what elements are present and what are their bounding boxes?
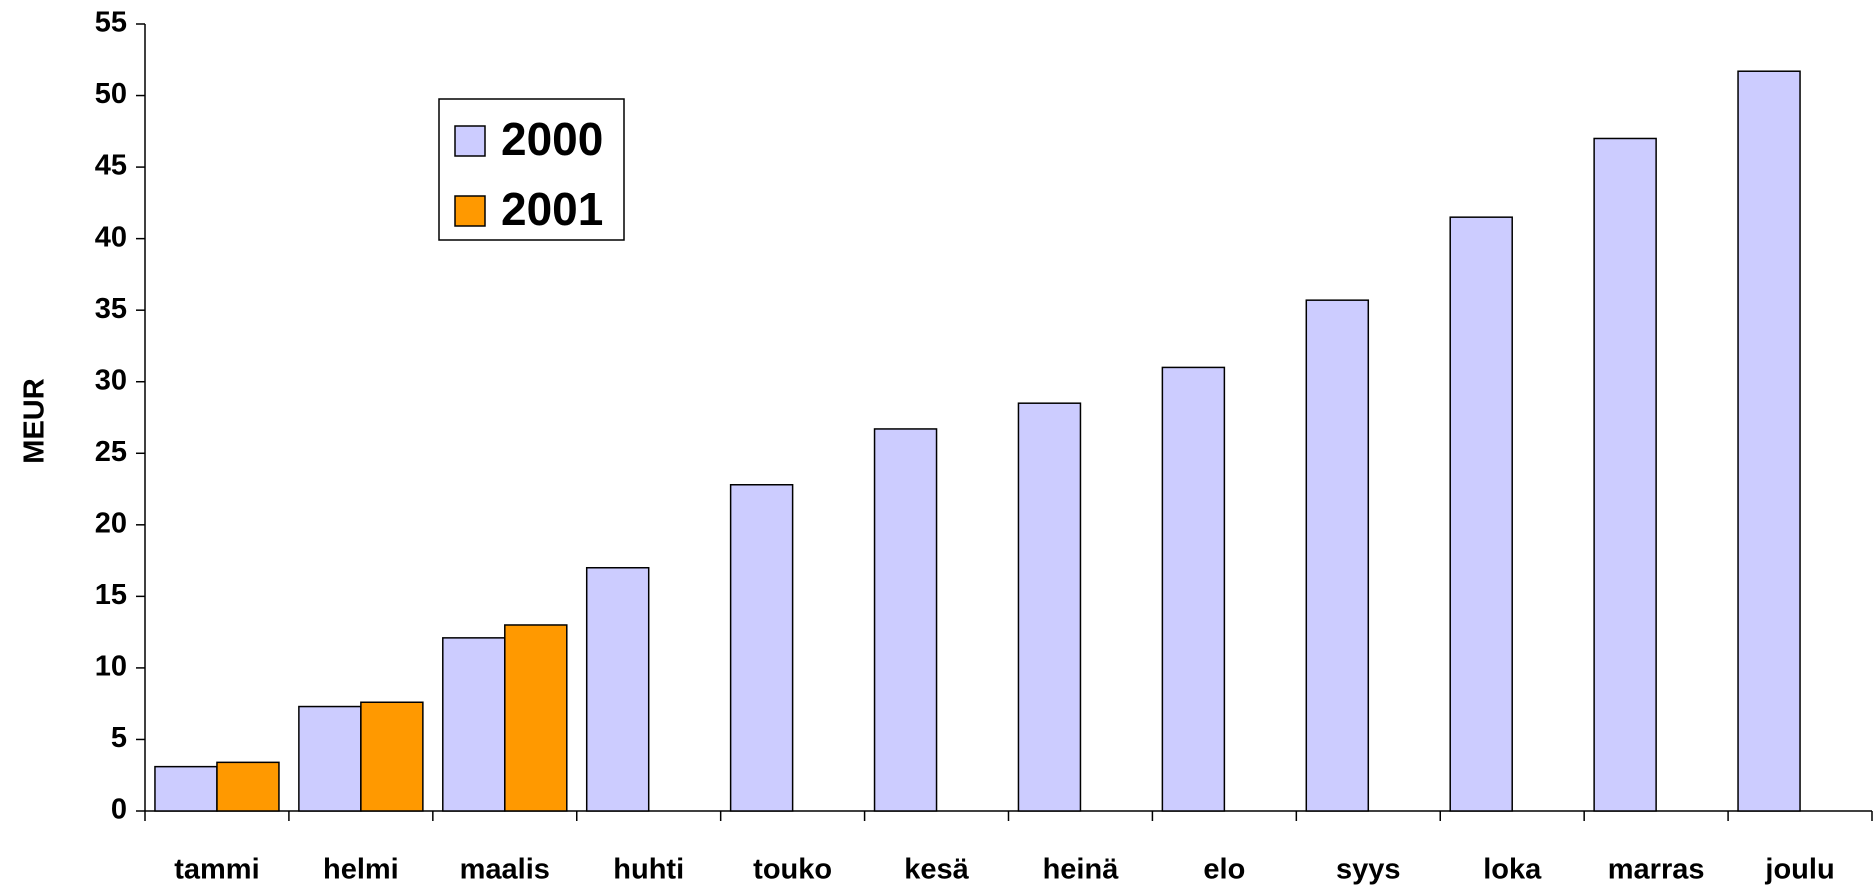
x-tick-label: marras xyxy=(1608,854,1705,886)
x-tick-label: elo xyxy=(1203,854,1245,886)
x-tick-label: huhti xyxy=(613,854,684,886)
bar xyxy=(1593,137,1657,812)
bar xyxy=(1017,402,1082,812)
bar xyxy=(1737,70,1801,812)
y-tick-label: 55 xyxy=(95,7,127,39)
x-tick-label: syys xyxy=(1336,854,1401,886)
y-tick-label: 25 xyxy=(95,436,127,468)
x-tick-label: joulu xyxy=(1764,854,1834,886)
y-tick-label: 45 xyxy=(95,150,127,182)
legend-box xyxy=(438,98,625,241)
y-tick-label: 20 xyxy=(95,507,127,539)
x-tick-label: heinä xyxy=(1043,854,1120,886)
y-tick-label: 5 xyxy=(111,722,127,754)
y-tick-label: 50 xyxy=(95,78,127,110)
bar xyxy=(442,637,506,812)
y-tick-label: 35 xyxy=(95,293,127,325)
bar xyxy=(729,484,794,812)
x-tick-label: kesä xyxy=(904,854,969,886)
y-tick-label: 15 xyxy=(95,579,127,611)
y-axis-label: MEUR xyxy=(19,378,51,463)
legend-label: 2000 xyxy=(501,113,603,165)
bar xyxy=(154,765,218,812)
bar xyxy=(1305,299,1370,812)
bar xyxy=(360,701,424,812)
y-tick-label: 0 xyxy=(111,794,127,826)
legend-swatch xyxy=(454,125,486,157)
x-tick-label: loka xyxy=(1483,854,1542,886)
bar xyxy=(1161,366,1226,812)
x-tick-label: touko xyxy=(753,854,832,886)
legend-swatch xyxy=(454,195,486,227)
y-tick-label: 30 xyxy=(95,364,127,396)
y-tick-label: 40 xyxy=(95,221,127,253)
legend-label: 2001 xyxy=(501,183,603,235)
bar xyxy=(298,705,362,812)
x-tick-label: maalis xyxy=(460,854,550,886)
bar xyxy=(504,624,568,812)
y-tick-label: 10 xyxy=(95,651,127,683)
bar xyxy=(216,761,280,812)
bar xyxy=(585,566,650,812)
x-tick-label: helmi xyxy=(323,854,399,886)
bar xyxy=(873,428,938,812)
bar xyxy=(1449,216,1513,812)
x-tick-label: tammi xyxy=(174,854,259,886)
